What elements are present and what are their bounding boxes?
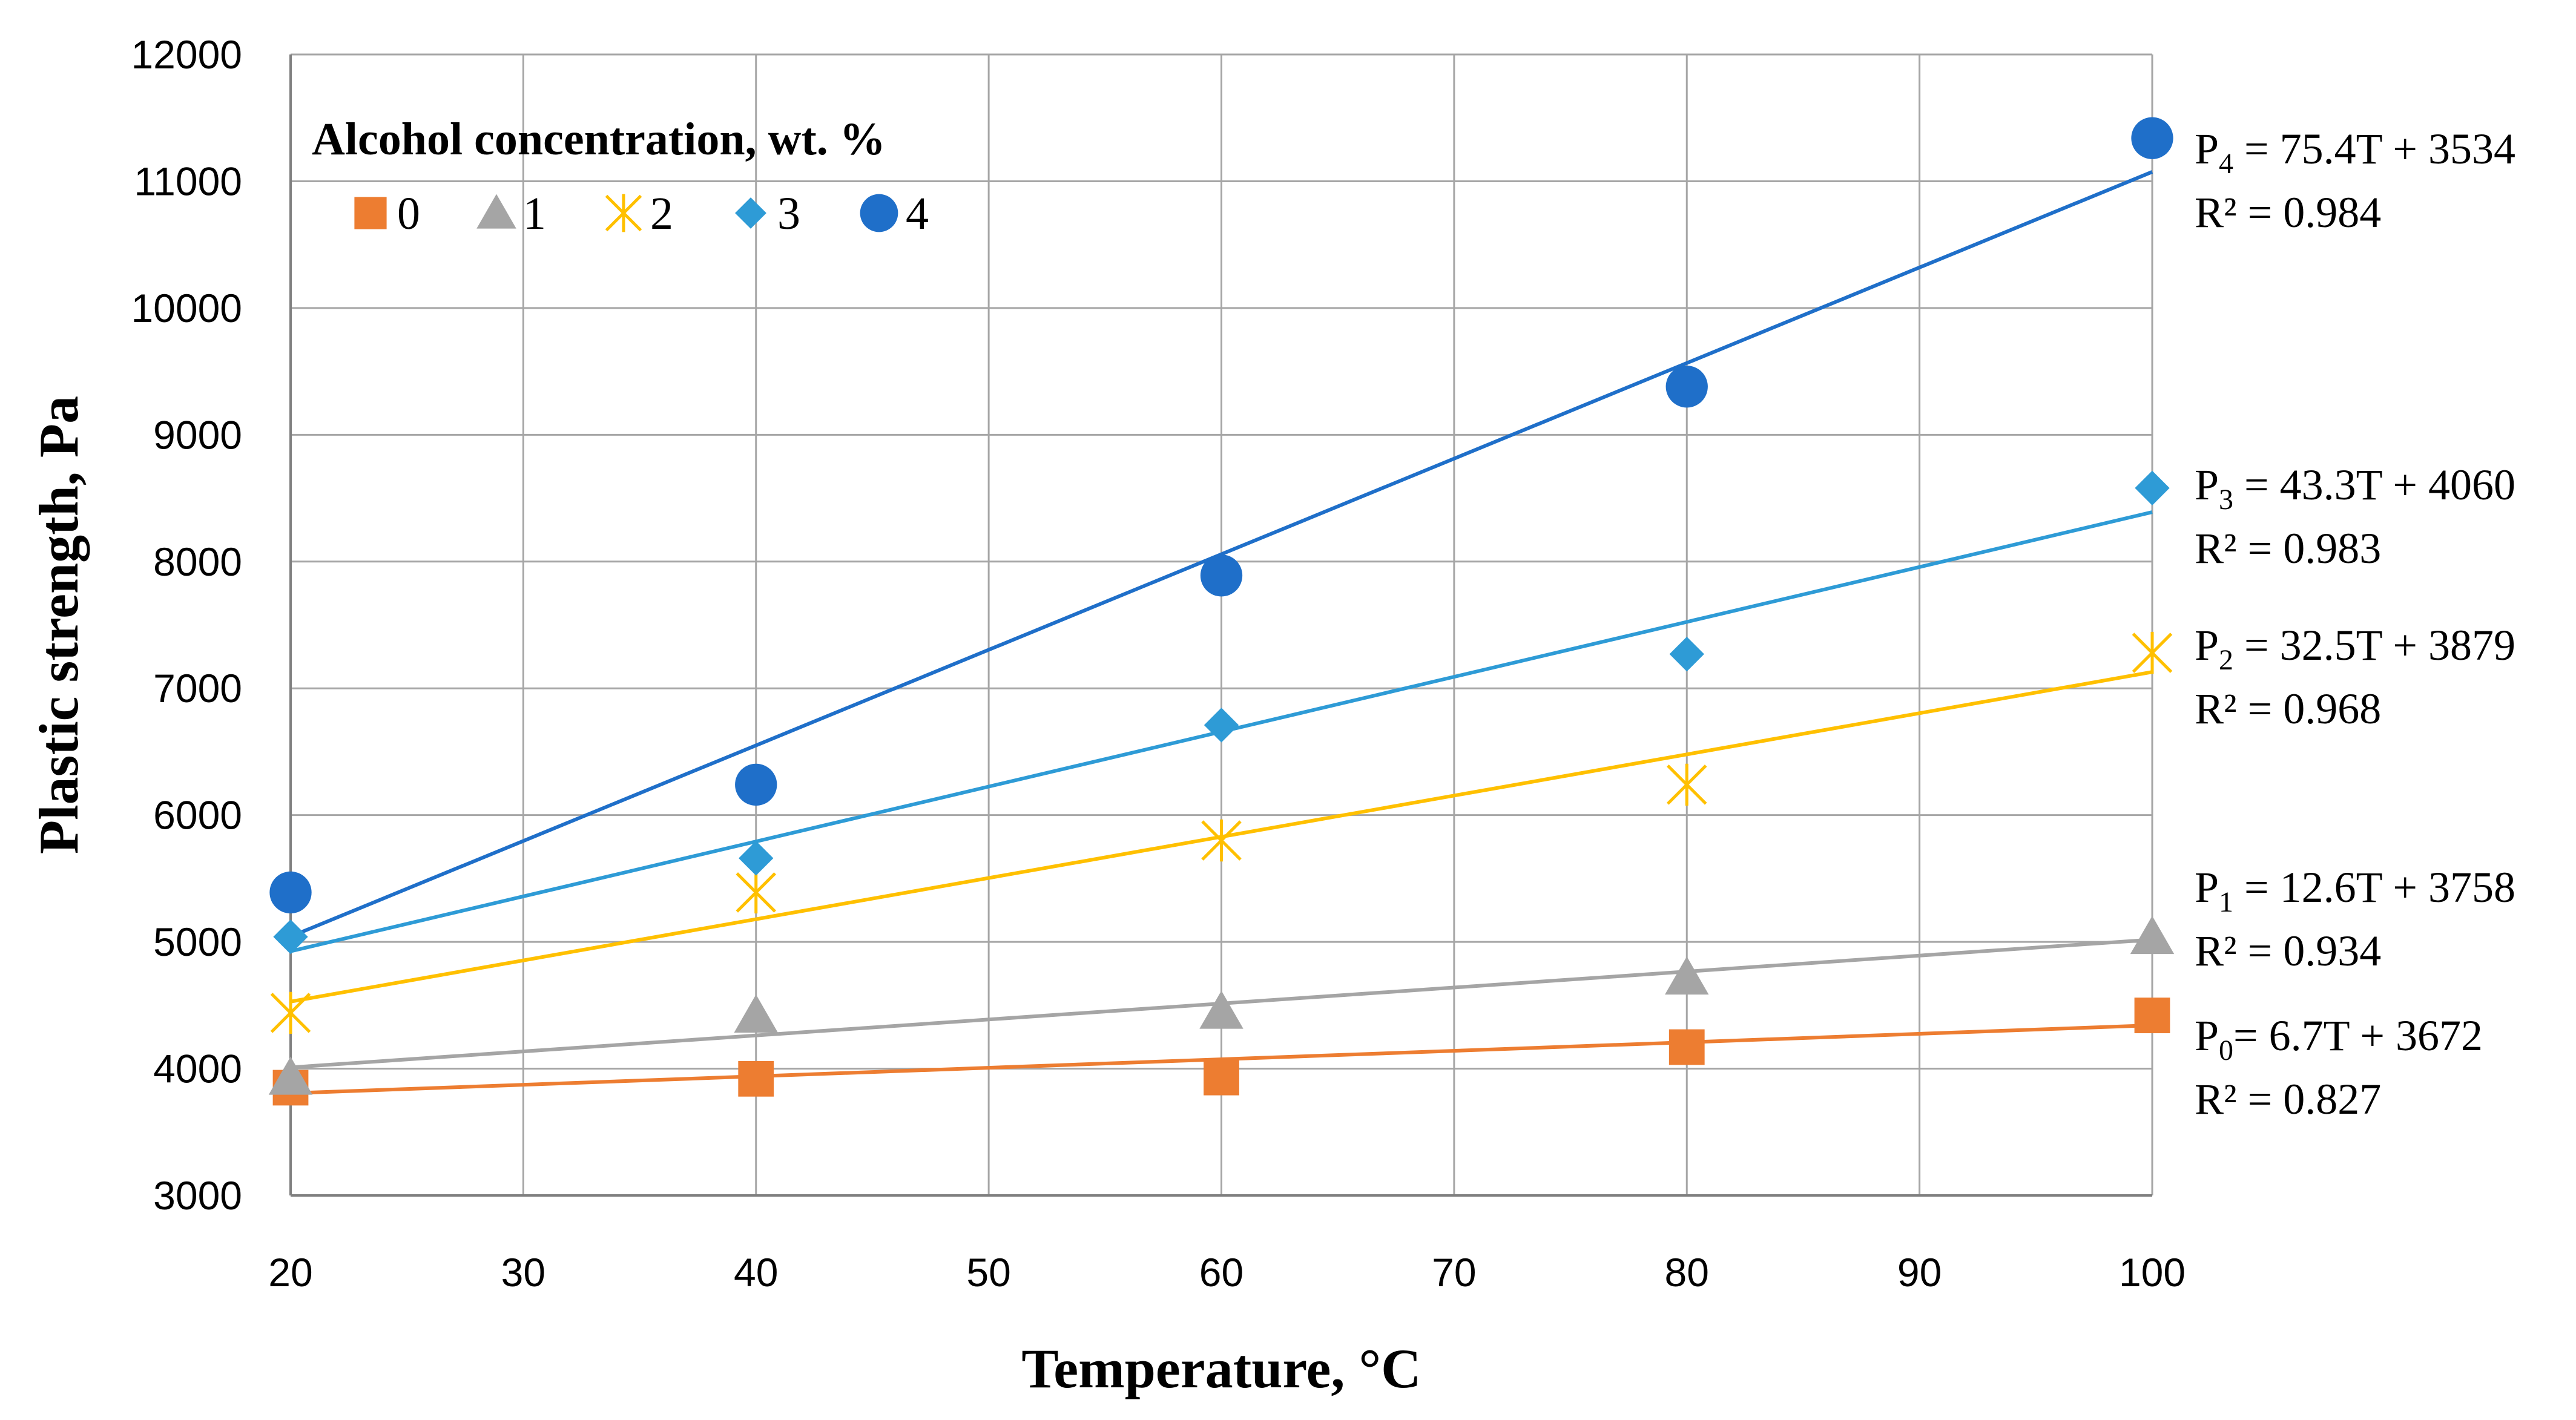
data-markers bbox=[268, 117, 2175, 1106]
trendline-series-0 bbox=[290, 1023, 2153, 1096]
point-series-3 bbox=[1669, 637, 1704, 672]
y-tick-label: 5000 bbox=[153, 919, 242, 964]
equation-subscript: 1 bbox=[2219, 886, 2233, 918]
equation-series-4: P4 = 75.4T + 3534 bbox=[2195, 125, 2515, 180]
legend-marker-3 bbox=[735, 197, 766, 229]
point-series-1 bbox=[1199, 990, 1244, 1029]
point-series-1 bbox=[1665, 956, 1709, 995]
point-series-4 bbox=[1200, 554, 1243, 597]
y-tick-label: 6000 bbox=[153, 793, 242, 838]
equation-rest: = 75.4T + 3534 bbox=[2233, 125, 2515, 173]
equation-rest: = 43.3T + 4060 bbox=[2233, 461, 2515, 509]
point-series-2 bbox=[270, 991, 311, 1034]
legend: Alcohol concentration, wt. % 0 1 2 3 4 bbox=[312, 114, 929, 239]
point-series-3 bbox=[273, 919, 308, 955]
point-series-2 bbox=[1201, 819, 1242, 862]
equation-rest: = 12.6T + 3758 bbox=[2233, 863, 2515, 912]
equation-subscript: 4 bbox=[2219, 148, 2233, 180]
equation-symbol: P bbox=[2195, 125, 2219, 173]
equation-series-0: P0= 6.7T + 3672 bbox=[2195, 1011, 2483, 1067]
y-axis-title: Plastic strength, Pa bbox=[28, 396, 90, 854]
x-tick-label: 90 bbox=[1897, 1250, 1942, 1295]
equation-subscript: 0 bbox=[2219, 1034, 2233, 1067]
equation-subscript: 3 bbox=[2219, 484, 2233, 516]
trendline-series-4 bbox=[289, 170, 2153, 939]
y-tick-label: 8000 bbox=[153, 539, 242, 584]
equation-series-1: P1 = 12.6T + 3758 bbox=[2195, 863, 2515, 918]
y-tick-label: 9000 bbox=[153, 412, 242, 457]
point-series-1 bbox=[2130, 916, 2175, 955]
y-tick-label: 3000 bbox=[153, 1173, 242, 1218]
point-series-3 bbox=[1204, 708, 1239, 743]
equation-rest: = 32.5T + 3879 bbox=[2233, 621, 2515, 669]
point-series-0 bbox=[1204, 1059, 1239, 1096]
legend-marker-2 bbox=[605, 194, 642, 232]
legend-label-3: 3 bbox=[777, 188, 800, 239]
point-series-3 bbox=[2135, 470, 2170, 505]
point-series-0 bbox=[2134, 998, 2170, 1033]
x-tick-label: 30 bbox=[501, 1250, 545, 1295]
point-series-4 bbox=[269, 871, 312, 914]
point-series-2 bbox=[2132, 631, 2173, 674]
equation-symbol: P bbox=[2195, 461, 2219, 509]
point-series-4 bbox=[2131, 117, 2173, 159]
equation-symbol: P bbox=[2195, 863, 2219, 912]
point-series-4 bbox=[1665, 366, 1708, 408]
legend-marker-4 bbox=[860, 194, 898, 232]
point-series-0 bbox=[738, 1060, 774, 1097]
x-tick-label: 20 bbox=[268, 1250, 312, 1295]
legend-label-4: 4 bbox=[906, 188, 929, 239]
equation-series-3: P3 = 43.3T + 4060 bbox=[2195, 461, 2515, 516]
x-tick-label: 60 bbox=[1199, 1250, 1244, 1295]
point-series-2 bbox=[736, 871, 777, 914]
y-tick-label: 11000 bbox=[134, 159, 242, 203]
legend-marker-0 bbox=[354, 197, 387, 229]
point-series-1 bbox=[734, 994, 778, 1033]
equation-rest: = 6.7T + 3672 bbox=[2233, 1011, 2483, 1060]
point-series-0 bbox=[1668, 1029, 1705, 1065]
equation-subscript: 2 bbox=[2219, 644, 2233, 676]
point-series-1 bbox=[268, 1056, 313, 1095]
legend-marker-1 bbox=[476, 194, 516, 229]
point-series-2 bbox=[1666, 763, 1707, 806]
r2-series-3: R² = 0.983 bbox=[2195, 524, 2381, 573]
x-tick-label: 50 bbox=[966, 1250, 1010, 1295]
x-tick-label: 70 bbox=[1432, 1250, 1476, 1295]
x-tick-label: 40 bbox=[734, 1250, 778, 1295]
legend-title: Alcohol concentration, wt. % bbox=[312, 114, 886, 165]
equation-symbol: P bbox=[2195, 1011, 2219, 1060]
point-series-4 bbox=[735, 763, 777, 806]
legend-label-1: 1 bbox=[523, 188, 546, 239]
r2-series-2: R² = 0.968 bbox=[2195, 685, 2381, 733]
r2-series-0: R² = 0.827 bbox=[2195, 1075, 2381, 1123]
legend-label-2: 2 bbox=[650, 188, 673, 239]
x-tick-label: 100 bbox=[2119, 1250, 2186, 1295]
x-tick-label: 80 bbox=[1665, 1250, 1709, 1295]
y-tick-label: 7000 bbox=[153, 666, 242, 711]
equation-series-2: P2 = 32.5T + 3879 bbox=[2195, 621, 2515, 676]
tick-labels: 3000400050006000700080009000100001100012… bbox=[28, 32, 2186, 1399]
y-tick-label: 10000 bbox=[131, 286, 242, 330]
x-axis-title: Temperature, °C bbox=[1021, 1338, 1421, 1399]
y-tick-label: 4000 bbox=[153, 1047, 242, 1091]
equation-symbol: P bbox=[2195, 621, 2219, 669]
point-series-3 bbox=[739, 841, 774, 876]
legend-label-0: 0 bbox=[397, 188, 420, 239]
y-tick-label: 12000 bbox=[131, 32, 242, 77]
r2-series-4: R² = 0.984 bbox=[2195, 188, 2381, 237]
r2-series-1: R² = 0.934 bbox=[2195, 927, 2381, 975]
